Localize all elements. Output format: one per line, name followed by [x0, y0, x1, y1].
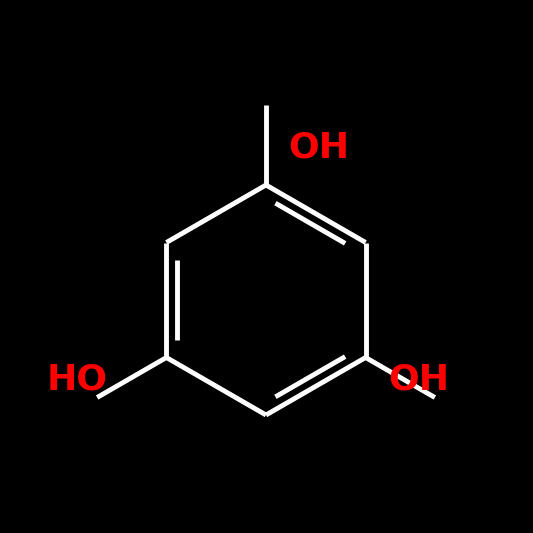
Text: HO: HO: [47, 363, 108, 397]
Text: OH: OH: [288, 131, 349, 165]
Text: OH: OH: [388, 363, 449, 397]
